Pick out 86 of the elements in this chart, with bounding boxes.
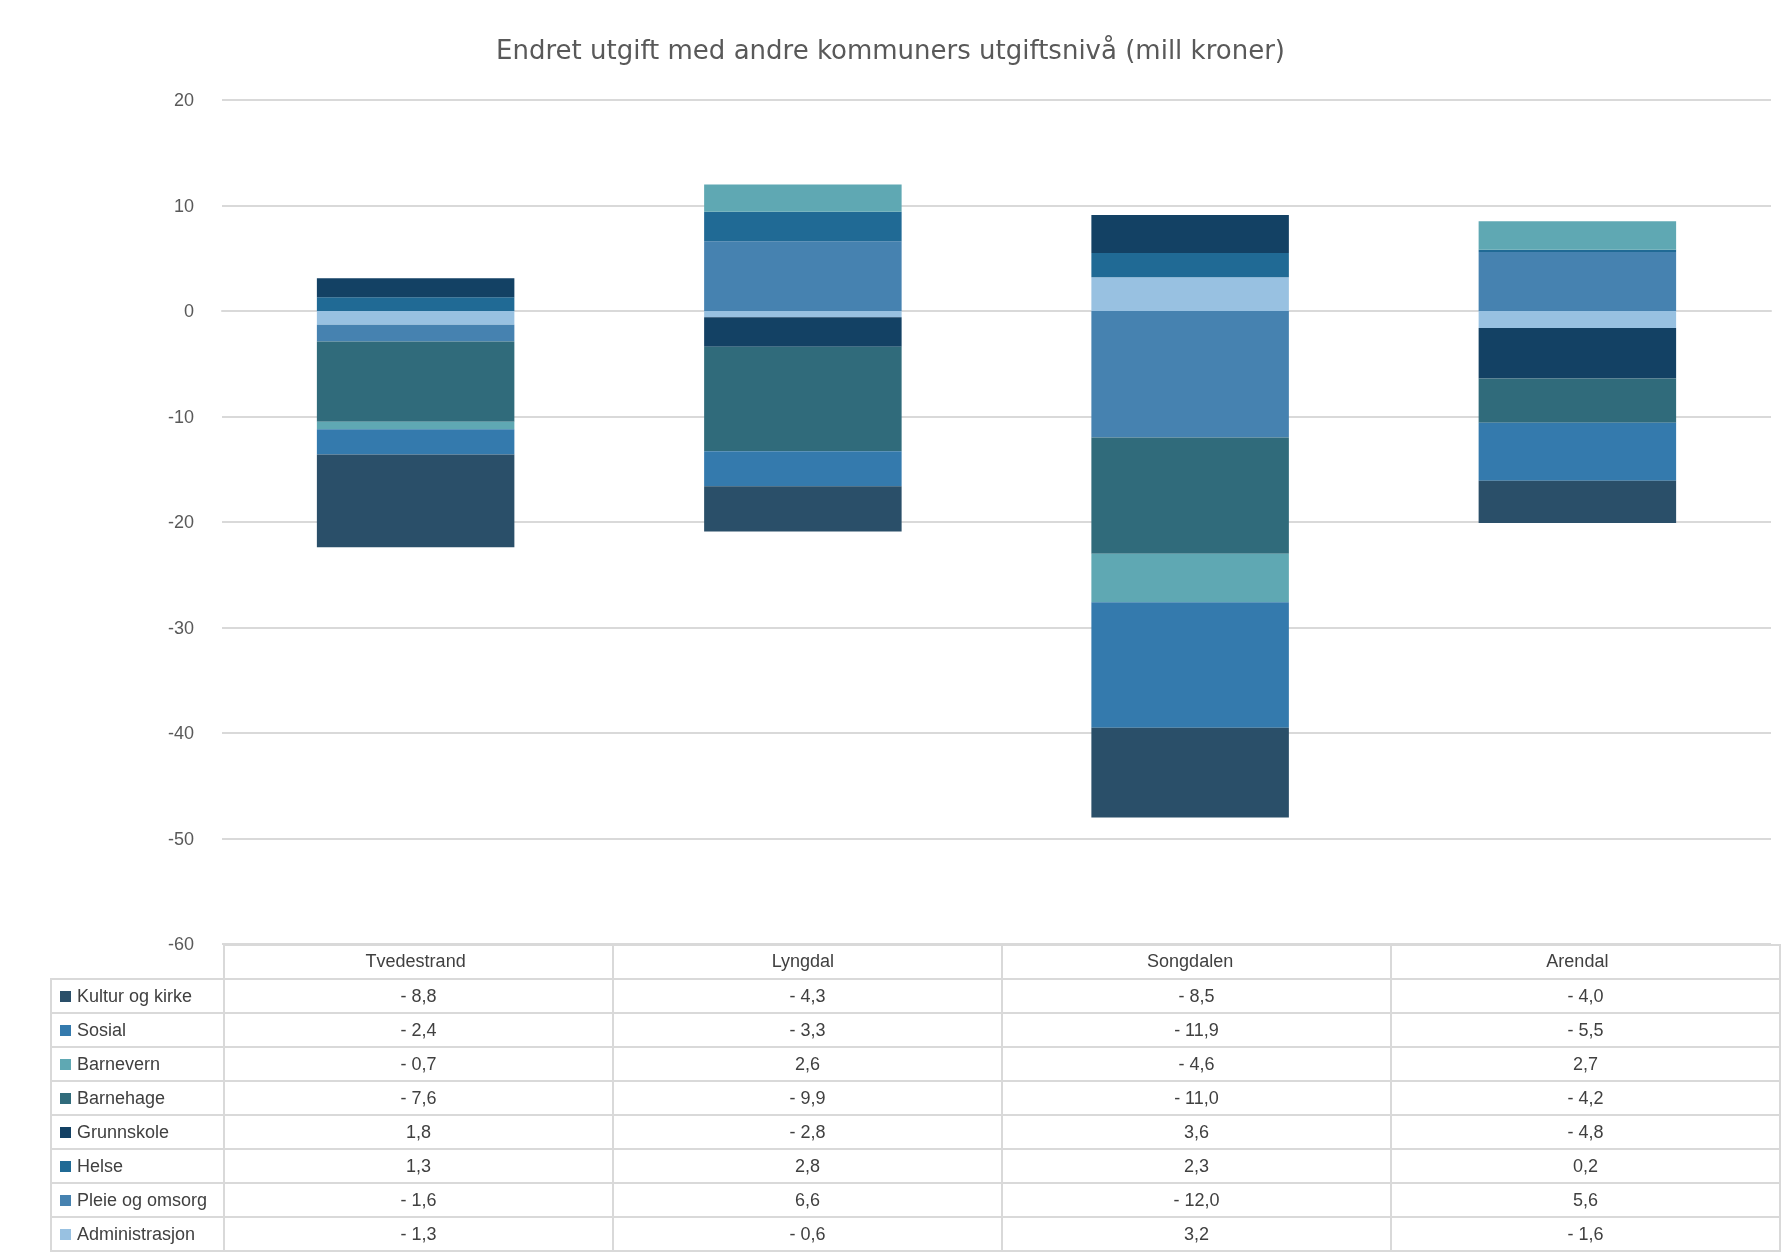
bar — [316, 278, 515, 298]
data-label: - 8,8 — [223, 979, 613, 1013]
data-label: - 4,3 — [612, 979, 1002, 1013]
data-label: - 3,3 — [612, 1013, 1002, 1047]
y-tick-label: -40 — [167, 723, 194, 743]
bar — [704, 486, 902, 532]
data-label: - 4,2 — [1390, 1081, 1780, 1115]
bar — [704, 184, 902, 212]
data-label: 2,7 — [1390, 1047, 1780, 1081]
bar — [1478, 249, 1677, 252]
data-label: - 0,6 — [612, 1217, 1002, 1251]
data-label: 2,3 — [1001, 1149, 1391, 1183]
bar — [316, 311, 515, 325]
data-label: - 5,5 — [1390, 1013, 1780, 1047]
y-tick-label: 20 — [173, 90, 194, 110]
data-label: - 7,6 — [223, 1081, 613, 1115]
legend-label: Helse — [51, 1149, 224, 1183]
bar — [316, 421, 515, 430]
data-label: - 4,0 — [1390, 979, 1780, 1013]
x-tick-label: Arendal — [1546, 951, 1609, 971]
bar — [1478, 221, 1677, 250]
y-tick-label: 10 — [173, 195, 194, 216]
data-label: 0,2 — [1390, 1149, 1780, 1183]
data-label: - 12,0 — [1001, 1183, 1391, 1217]
legend-label: Grunnskole — [51, 1115, 224, 1149]
data-label: 3,6 — [1001, 1115, 1391, 1149]
legend-label: Pleie og omsorg — [51, 1183, 224, 1217]
data-label: 3,2 — [1001, 1217, 1391, 1251]
bar — [1478, 311, 1677, 328]
x-tick-label: Lyngdal — [771, 951, 835, 971]
x-tick-label: Songdalen — [1147, 951, 1234, 971]
y-tick-label: -50 — [167, 828, 194, 849]
bar — [1091, 727, 1289, 818]
bar — [316, 324, 515, 342]
data-label: 1,8 — [223, 1115, 613, 1149]
data-label: - 8,5 — [1001, 979, 1391, 1013]
bar — [1478, 327, 1677, 379]
x-tick-label: Tvedestrand — [365, 951, 466, 971]
bar — [316, 297, 515, 311]
data-label: 2,6 — [612, 1047, 1002, 1081]
legend-label: Administrasjon — [51, 1217, 224, 1251]
data-label: - 4,8 — [1390, 1115, 1780, 1149]
data-label: - 9,9 — [612, 1081, 1002, 1115]
legend-label: Kultur og kirke — [51, 979, 224, 1013]
legend-label: Barnehage — [51, 1081, 224, 1115]
bar — [1091, 553, 1289, 603]
y-tick-label: -10 — [167, 406, 194, 427]
data-label: - 1,6 — [1390, 1217, 1780, 1251]
bar — [1091, 311, 1289, 438]
bar — [704, 317, 902, 347]
bar — [1091, 437, 1289, 554]
legend-label: Barnevern — [51, 1047, 224, 1081]
bar — [704, 451, 902, 487]
bar — [1478, 251, 1677, 311]
data-label: - 1,3 — [223, 1217, 613, 1251]
y-tick-label: -20 — [167, 512, 194, 532]
bar — [1478, 480, 1677, 524]
data-label: - 2,8 — [612, 1115, 1002, 1149]
y-tick-label: -60 — [167, 934, 194, 954]
data-label: - 2,4 — [223, 1013, 613, 1047]
bar — [704, 311, 902, 318]
data-label: 2,8 — [612, 1149, 1002, 1183]
data-label: - 11,0 — [1001, 1081, 1391, 1115]
bar — [704, 346, 902, 452]
bar — [1478, 422, 1677, 481]
legend-label: Sosial — [51, 1013, 224, 1047]
chart-title: Endret utgift med andre kommuners utgiftsnivå (mill kroner) — [496, 35, 1285, 65]
bar — [704, 211, 902, 242]
data-label: 1,3 — [223, 1149, 613, 1183]
data-label: 6,6 — [612, 1183, 1002, 1217]
bar — [316, 454, 515, 548]
bar — [1091, 215, 1289, 253]
bar — [1478, 378, 1677, 423]
bar — [1091, 277, 1289, 311]
data-label: 5,6 — [1390, 1183, 1780, 1217]
data-label: - 0,7 — [223, 1047, 613, 1081]
bar — [1091, 252, 1289, 278]
bar — [1091, 602, 1289, 728]
bar — [704, 241, 902, 311]
bar — [316, 341, 515, 422]
data-label: - 4,6 — [1001, 1047, 1391, 1081]
y-tick-label: -30 — [167, 617, 194, 638]
y-tick-label: 0 — [183, 301, 194, 321]
bar — [316, 429, 515, 455]
data-label: - 11,9 — [1001, 1013, 1391, 1047]
data-label: - 1,6 — [223, 1183, 613, 1217]
